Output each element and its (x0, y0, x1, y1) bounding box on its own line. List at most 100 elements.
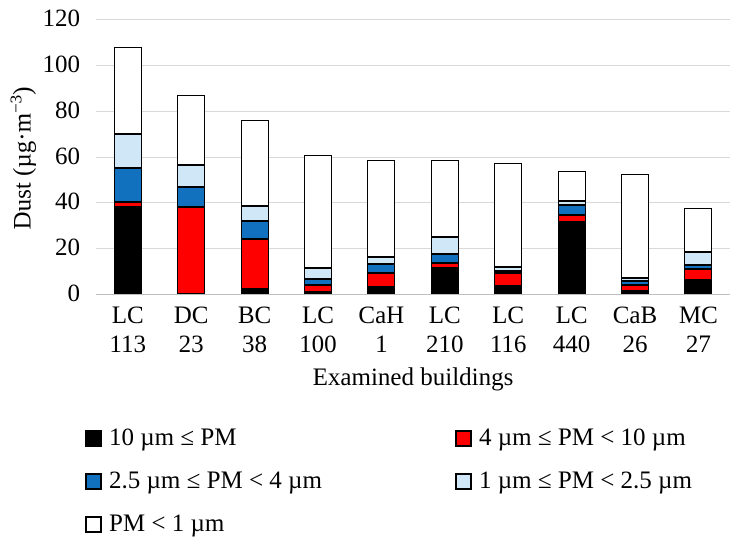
x-tick-label-line1: CaH (358, 302, 405, 329)
bar-segment (430, 267, 459, 294)
bar-segment (430, 236, 459, 254)
bar-segment (303, 291, 332, 294)
bar-segment (494, 285, 523, 294)
bar-slot (603, 19, 666, 294)
bar-segment (240, 289, 269, 294)
legend-color-swatch (85, 429, 102, 447)
bar-segment (113, 167, 142, 203)
bar-segment (367, 273, 396, 288)
x-tick-label-line2: 23 (178, 331, 204, 358)
bar-slot (286, 19, 349, 294)
bar-segment (620, 284, 649, 291)
bar-segment (177, 164, 206, 188)
bar-segment (684, 280, 713, 294)
x-tick-label: DC 23 (159, 301, 222, 359)
x-tick-label: LC 113 (96, 301, 159, 359)
legend-color-swatch (455, 472, 472, 490)
bar-segment (684, 265, 713, 269)
x-tick-label-line1: LC (555, 302, 588, 329)
bar-segment (367, 264, 396, 274)
x-tick-label: MC 27 (667, 301, 730, 359)
bar-segment (684, 251, 713, 266)
x-tick-label-line2: 100 (299, 331, 337, 358)
bar-segment (303, 267, 332, 280)
bar-segment (113, 206, 142, 294)
x-tick-label-line1: BC (237, 302, 272, 329)
x-tick-label-line1: MC (678, 302, 718, 329)
plot-area (96, 19, 730, 295)
x-axis-title: Examined buildings (312, 364, 514, 391)
bar-segment (494, 271, 523, 274)
x-tick-label-line2: 440 (552, 331, 591, 358)
bar-segment (367, 257, 396, 265)
legend-color-swatch (85, 515, 102, 533)
bar-segment (303, 284, 332, 292)
bar-slot (96, 19, 159, 294)
bar-slot (413, 19, 476, 294)
bar-segment (557, 214, 586, 222)
x-tick-label-line2: 1 (375, 331, 388, 358)
bar-segment (113, 202, 142, 207)
stacked-bar (684, 208, 713, 294)
legend-item: 4 µm ≤ PM < 10 µm (455, 424, 730, 452)
stacked-bar (494, 163, 523, 294)
bar-slot (223, 19, 286, 294)
bar-slot (667, 19, 730, 294)
y-gridline (96, 19, 730, 20)
legend-item: 10 µm ≤ PM (85, 424, 455, 452)
x-tick-label-line1: LC (492, 302, 525, 329)
bar-segment (557, 171, 586, 202)
y-gridline (96, 248, 730, 250)
bar-segment (557, 204, 586, 215)
chart-legend: 10 µm ≤ PM 4 µm ≤ PM < 10 µm 2.5 µm ≤ PM <… (85, 424, 730, 538)
y-gridline (96, 202, 730, 204)
bar-segment (113, 46, 142, 134)
bar-segment (177, 94, 206, 165)
legend-label: 4 µm ≤ PM < 10 µm (479, 424, 686, 451)
bar-segment (557, 221, 586, 294)
bar-segment (177, 206, 206, 294)
x-tick-label-line1: LC (301, 302, 334, 329)
bar-segment (303, 155, 332, 268)
bar-segment (240, 220, 269, 240)
x-tick-label-line1: LC (428, 302, 461, 329)
y-tick-label: 100 (42, 50, 81, 78)
bar-slot (540, 19, 603, 294)
stacked-bar (620, 173, 649, 294)
y-gridline (96, 156, 730, 158)
x-tick-label-line1: CaB (612, 302, 658, 329)
bar-segment (240, 239, 269, 290)
bar-segment (303, 279, 332, 285)
legend-label: 1 µm ≤ PM < 2.5 µm (479, 467, 692, 494)
bar-segment (684, 208, 713, 252)
y-tick-label: 20 (55, 234, 80, 262)
bar-segment (494, 163, 523, 267)
y-tick-label: 0 (67, 280, 81, 307)
x-tick-label: LC 100 (286, 301, 349, 359)
legend-item: 2.5 µm ≤ PM < 4 µm (85, 467, 455, 495)
x-tick-label-line1: DC (173, 302, 209, 329)
bar-segment (620, 277, 649, 282)
x-tick-label-line2: 38 (242, 331, 268, 358)
y-tick-label: 80 (55, 96, 80, 124)
stacked-bar (240, 119, 269, 294)
legend-label: 2.5 µm ≤ PM < 4 µm (109, 467, 322, 494)
x-tick-label-line2: 27 (685, 331, 711, 358)
stacked-bar (557, 171, 586, 294)
bar-slot (350, 19, 413, 294)
x-tick-label-line1: LC (111, 302, 144, 329)
x-tick-label-line2: 113 (109, 331, 146, 358)
x-tick-label: LC 210 (413, 301, 476, 359)
legend-color-swatch (85, 472, 102, 490)
legend-label: PM < 1 µm (109, 510, 225, 537)
bar-segment (557, 201, 586, 205)
bar-segment (620, 173, 649, 278)
bar-segment (494, 266, 523, 272)
stacked-bar (177, 94, 206, 294)
x-tick-label: LC 116 (476, 301, 539, 359)
y-tick-label: 60 (55, 142, 80, 170)
x-tick-label: CaH 1 (350, 301, 413, 359)
bar-segment (620, 281, 649, 285)
legend-color-swatch (455, 429, 472, 447)
y-tick-label: 40 (55, 188, 80, 216)
